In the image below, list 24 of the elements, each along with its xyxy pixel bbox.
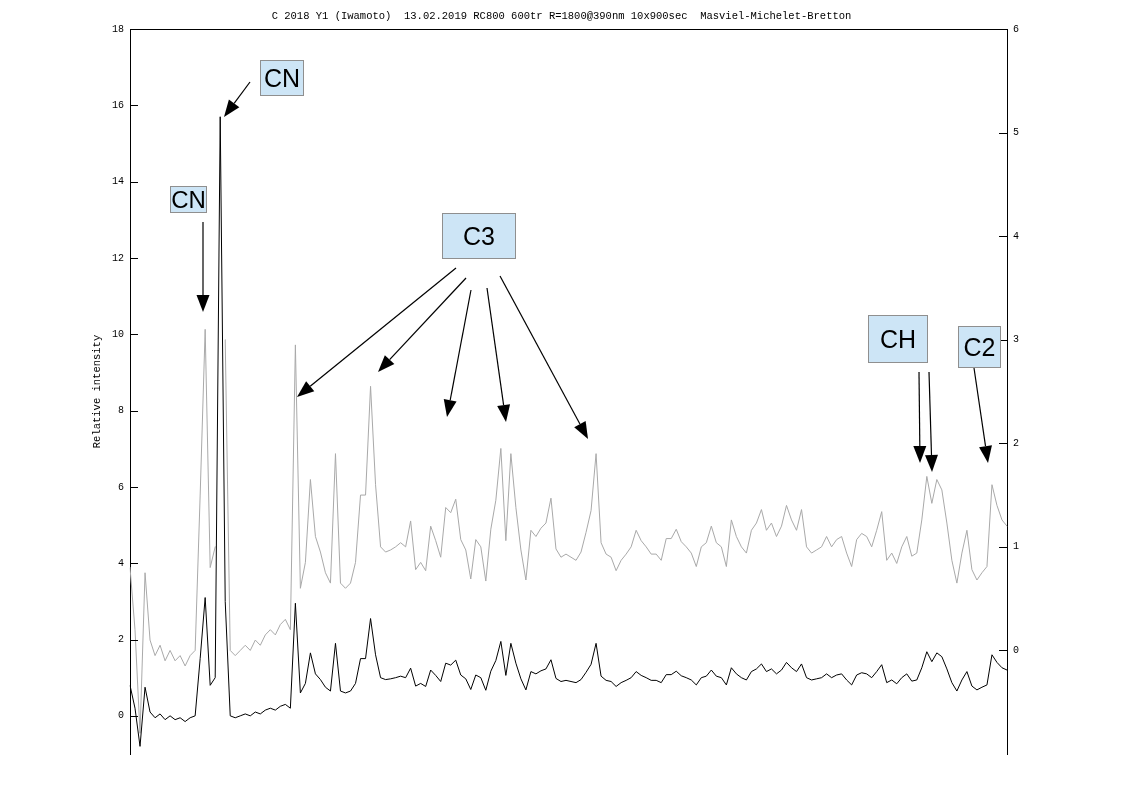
y-axis-title: Relative intensity — [90, 334, 103, 449]
y2-tick-label: 1 — [1013, 541, 1020, 553]
annotation: CH — [868, 315, 928, 363]
y2-tick-label: 4 — [1013, 230, 1020, 242]
y-tick-label: 0 — [117, 710, 124, 722]
annotation: C3 — [442, 213, 516, 259]
y-tick-label: 14 — [111, 176, 124, 188]
y-tick-label: 18 — [111, 23, 124, 35]
y-tick-label: 10 — [111, 328, 124, 340]
y-tick-label: 6 — [117, 481, 124, 493]
y-tick-label: 2 — [117, 634, 124, 646]
y2-tick-label: 5 — [1013, 127, 1020, 139]
annotation: CN — [170, 185, 207, 213]
y2-tick-label: 0 — [1013, 645, 1020, 657]
y-tick-label: 8 — [117, 405, 124, 417]
y2-tick-label: 6 — [1013, 23, 1020, 35]
y-tick-label: 12 — [111, 252, 124, 264]
y2-tick-label: 2 — [1013, 437, 1020, 449]
chart-title: C 2018 Y1 (Iwamoto) 13.02.2019 RC800 600tr R=1800@390nm 10x900sec Masviel-Michelet-Bretton — [271, 9, 852, 22]
annotation: C2 — [958, 326, 1001, 368]
annotation: CN — [260, 60, 304, 96]
y2-tick-label: 3 — [1013, 334, 1020, 346]
y-tick-label: 16 — [111, 99, 124, 111]
y-tick-label: 4 — [117, 557, 124, 569]
